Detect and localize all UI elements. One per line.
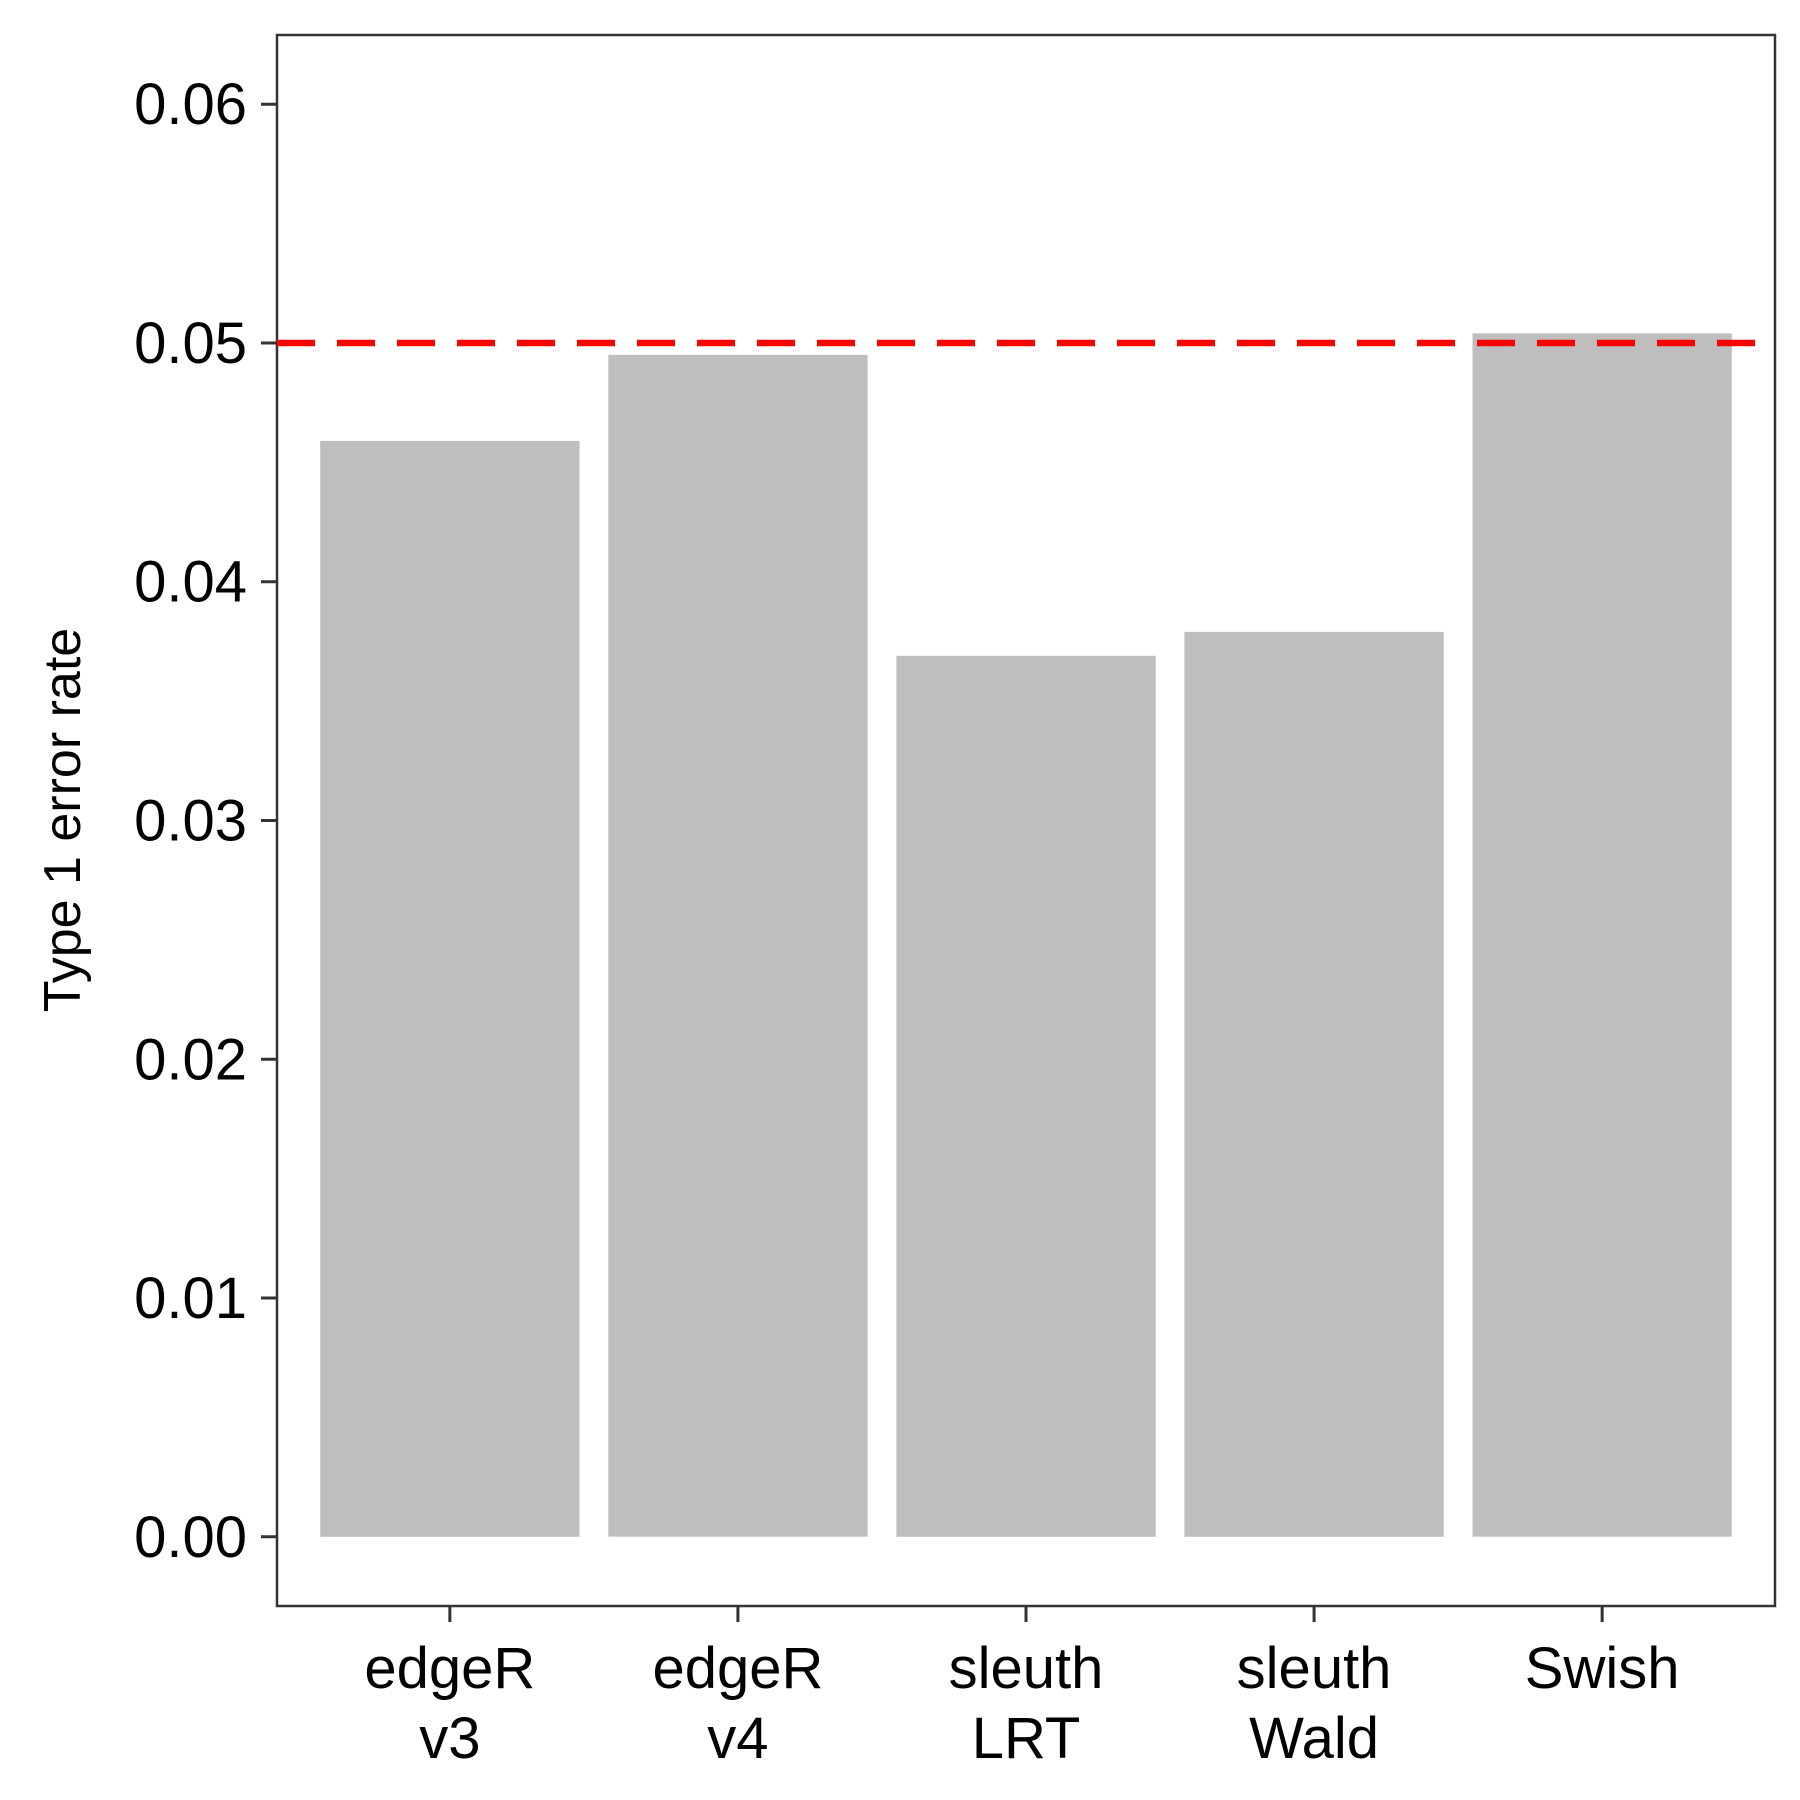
y-tick-label-2: 0.02	[134, 1027, 247, 1092]
x-tick-label-1: edgeR v4	[652, 1636, 823, 1771]
y-tick-label-4: 0.04	[134, 550, 247, 615]
y-axis-title: Type 1 error rate	[34, 628, 92, 1012]
bars-layer	[320, 333, 1732, 1537]
y-tick-label-1: 0.01	[134, 1266, 247, 1331]
y-tick-label-3: 0.03	[134, 789, 247, 854]
bar-1	[608, 354, 868, 1537]
x-axis: edgeR v3 edgeR v4 sleuth LRT sleuth Wald Swish	[364, 1606, 1680, 1771]
x-tick-label-2: sleuth LRT	[949, 1636, 1104, 1771]
bar-4	[1472, 333, 1732, 1537]
bar-3	[1184, 631, 1444, 1537]
y-tick-label-6: 0.06	[134, 72, 247, 137]
x-tick-label-0: edgeR v3	[364, 1636, 535, 1771]
y-axis: 0.00 0.01 0.02 0.03 0.04 0.05 0.06	[134, 72, 277, 1570]
y-tick-label-0: 0.00	[134, 1505, 247, 1570]
x-tick-label-3: sleuth Wald	[1237, 1636, 1392, 1771]
y-tick-label-5: 0.05	[134, 311, 247, 376]
bar-2	[896, 655, 1156, 1537]
x-tick-label-4: Swish	[1525, 1636, 1680, 1701]
bar-0	[320, 440, 580, 1537]
